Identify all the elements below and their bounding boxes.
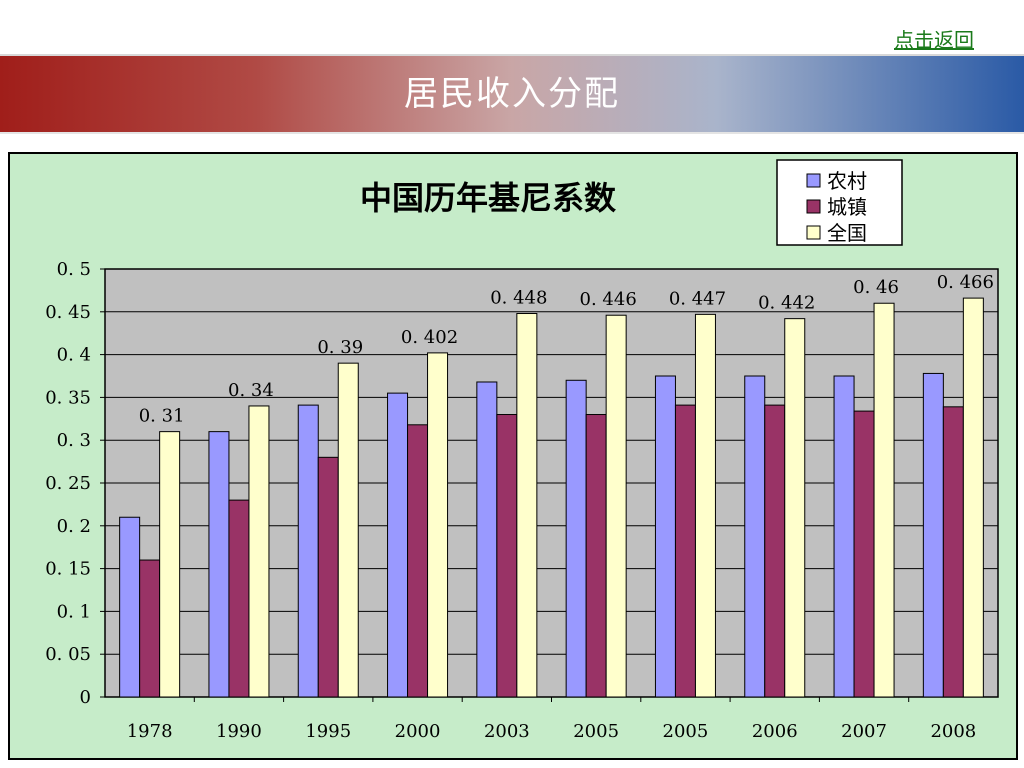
x-tick-label: 2007 bbox=[841, 721, 887, 742]
x-tick-label: 2008 bbox=[930, 721, 976, 742]
bar-national bbox=[516, 313, 538, 698]
bar-national bbox=[962, 297, 984, 698]
bar-national bbox=[159, 431, 181, 698]
title-band: 居民收入分配 bbox=[0, 54, 1024, 134]
y-tick-label: 0. 3 bbox=[57, 430, 91, 451]
bar-national bbox=[784, 318, 806, 698]
x-tick-label: 1978 bbox=[127, 721, 173, 742]
back-link[interactable]: 点击返回 bbox=[894, 28, 974, 52]
y-tick-label: 0. 45 bbox=[45, 302, 91, 323]
bar-urban bbox=[585, 414, 607, 698]
bar-urban bbox=[942, 406, 964, 698]
bar-national bbox=[337, 362, 359, 698]
bar-urban bbox=[853, 410, 875, 698]
bar-national bbox=[694, 313, 716, 698]
y-tick-label: 0. 4 bbox=[57, 345, 91, 366]
bar-rural bbox=[297, 404, 319, 698]
data-label: 0. 466 bbox=[937, 272, 994, 293]
bar-urban bbox=[496, 414, 518, 698]
x-tick-label: 2005 bbox=[573, 721, 619, 742]
data-label: 0. 446 bbox=[580, 289, 637, 310]
y-tick-label: 0. 1 bbox=[57, 601, 91, 622]
y-tick-label: 0. 35 bbox=[45, 387, 91, 408]
gini-chart: 中国历年基尼系数 0 0. 05 0. 1 0. 15 0. 2 0. 25 0. 3 0. … bbox=[45, 159, 999, 742]
x-tick-label: 1990 bbox=[216, 721, 262, 742]
data-label: 0. 31 bbox=[139, 406, 185, 427]
data-label: 0. 402 bbox=[401, 327, 458, 348]
y-tick-label: 0. 25 bbox=[45, 473, 91, 494]
data-label: 0. 447 bbox=[669, 288, 726, 309]
y-tick-label: 0. 5 bbox=[57, 259, 91, 280]
y-tick-label: 0. 15 bbox=[45, 559, 91, 580]
x-tick-label: 1995 bbox=[305, 721, 351, 742]
legend-swatch bbox=[806, 199, 821, 214]
data-label: 0. 34 bbox=[228, 380, 274, 401]
legend-label: 农村 bbox=[827, 169, 867, 193]
x-tick-label: 2000 bbox=[395, 721, 441, 742]
bar-urban bbox=[674, 404, 696, 698]
bar-national bbox=[873, 302, 895, 698]
chart-title: 中国历年基尼系数 bbox=[360, 179, 617, 217]
bar-urban bbox=[317, 456, 339, 698]
bar-rural bbox=[744, 375, 766, 698]
bar-rural bbox=[654, 375, 676, 698]
bar-rural bbox=[476, 381, 498, 698]
chart-frame: 中国历年基尼系数 0 0. 05 0. 1 0. 15 0. 2 0. 25 0. 3 0. … bbox=[8, 152, 1018, 760]
y-tick-label: 0 bbox=[80, 687, 91, 708]
bar-rural bbox=[387, 392, 409, 698]
bar-national bbox=[248, 405, 270, 698]
bar-urban bbox=[407, 424, 429, 698]
bar-national bbox=[427, 352, 449, 698]
y-tick-label: 0. 05 bbox=[45, 644, 91, 665]
x-tick-label: 2003 bbox=[484, 721, 530, 742]
bar-rural bbox=[833, 375, 855, 698]
bar-rural bbox=[565, 379, 587, 698]
bar-rural bbox=[119, 516, 141, 698]
data-label: 0. 46 bbox=[853, 277, 899, 298]
bar-urban bbox=[139, 559, 161, 698]
legend-swatch bbox=[806, 173, 821, 188]
bar-urban bbox=[764, 404, 786, 698]
x-tick-label: 2006 bbox=[752, 721, 798, 742]
bar-rural bbox=[208, 431, 230, 698]
data-label: 0. 39 bbox=[317, 337, 363, 358]
bar-national bbox=[605, 314, 627, 698]
legend-label: 全国 bbox=[827, 221, 867, 245]
data-label: 0. 442 bbox=[758, 293, 815, 314]
x-tick-label: 2005 bbox=[663, 721, 709, 742]
page-title: 居民收入分配 bbox=[404, 74, 620, 114]
data-label: 0. 448 bbox=[490, 288, 547, 309]
legend-swatch bbox=[806, 225, 821, 240]
bar-urban bbox=[228, 499, 250, 698]
legend-label: 城镇 bbox=[827, 195, 867, 219]
bar-rural bbox=[922, 372, 944, 698]
legend-box bbox=[776, 159, 903, 246]
y-tick-label: 0. 2 bbox=[57, 516, 91, 537]
